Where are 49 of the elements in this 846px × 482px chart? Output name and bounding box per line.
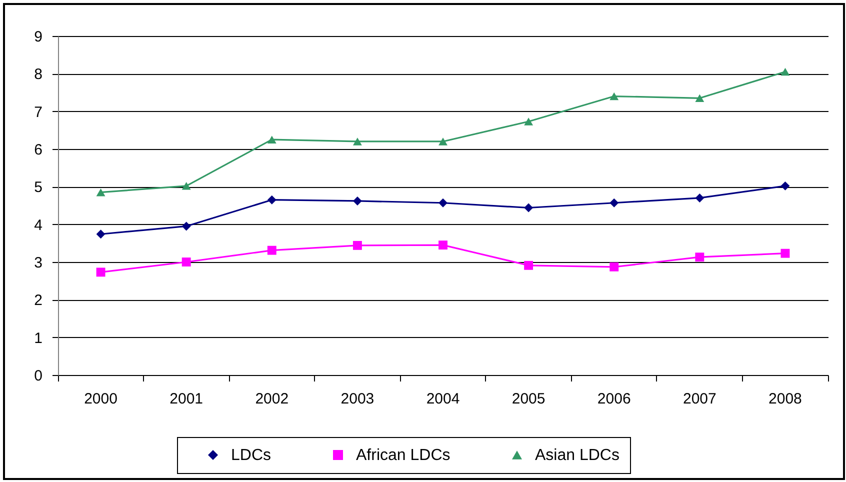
point: [610, 92, 619, 100]
point: [352, 138, 362, 146]
point: [267, 246, 276, 255]
point: [780, 68, 790, 76]
point: [96, 230, 106, 239]
point: [524, 203, 534, 212]
point: [524, 260, 534, 270]
point: [780, 181, 790, 190]
y-tick-label: 7: [34, 104, 42, 121]
x-tick-label: 2005: [512, 390, 546, 408]
x-tick-label: 2006: [597, 390, 631, 408]
y-tick-label: 9: [34, 28, 42, 46]
x-tick-label: 2000: [84, 390, 118, 408]
x-tick-label: 2001: [170, 390, 204, 408]
legend-label: LDCs: [231, 447, 272, 464]
y-tick-label: 3: [34, 254, 42, 272]
point: [695, 193, 704, 202]
y-tick-label: 2: [34, 292, 42, 310]
y-tick-label: 5: [34, 179, 42, 196]
x-tick-label: 2003: [340, 390, 374, 408]
x-tick-label: 2004: [426, 390, 460, 408]
point: [267, 195, 276, 204]
point: [524, 118, 534, 126]
point: [267, 136, 276, 144]
y-tick-label: 0: [34, 368, 42, 384]
y-tick-label: 1: [34, 330, 42, 347]
point: [352, 196, 362, 206]
point: [96, 188, 106, 196]
point: [695, 94, 704, 102]
point: [96, 268, 106, 277]
point: [438, 138, 448, 146]
point: [438, 240, 448, 250]
point: [610, 262, 619, 272]
x-tick-label: 2008: [768, 390, 802, 408]
point: [438, 198, 448, 208]
point: [352, 240, 362, 250]
legend-label: Asian LDCs: [535, 447, 620, 464]
point: [780, 248, 790, 258]
legend-label: African LDCs: [356, 447, 450, 464]
x-tick-label: 2002: [255, 390, 289, 408]
y-tick-label: 6: [34, 142, 42, 158]
y-tick-label: 4: [34, 216, 42, 234]
point: [182, 182, 191, 190]
y-tick-label: 8: [34, 66, 42, 84]
point: [182, 258, 191, 266]
point: [610, 198, 619, 208]
point: [182, 222, 191, 231]
point: [695, 252, 704, 262]
x-tick-label: 2007: [682, 390, 716, 408]
